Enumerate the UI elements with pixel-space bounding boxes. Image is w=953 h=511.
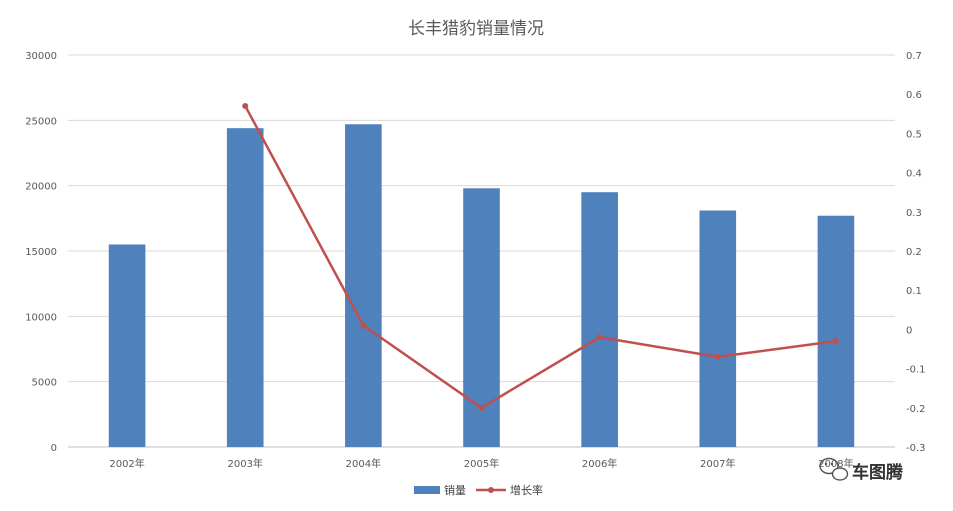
x-tick-label: 2008年 [818,457,853,470]
growth-point [596,334,603,341]
left-tick-label: 20000 [25,182,57,193]
right-tick-label: 0.4 [906,169,922,180]
x-tick-label: 2007年 [700,457,735,470]
growth-point [242,102,249,109]
legend-marker [488,487,494,493]
bar [108,244,146,447]
left-tick-label: 10000 [25,312,57,323]
x-tick-label: 2006年 [582,457,617,470]
legend-label-growth: 增长率 [510,483,543,497]
right-tick-label: 0.7 [906,51,922,62]
wechat-icon [819,457,849,481]
x-axis-ticks: 2002年 2003年 2004年 2005年 2006年 2007年 2008年 [109,457,853,470]
left-tick-label: 25000 [25,116,57,127]
chart-title: 长丰猎豹销量情况 [408,19,544,39]
right-axis-ticks: -0.3 -0.2 -0.1 0 0.1 0.2 0.3 0.4 0.5 0.6 0.7 [906,51,926,454]
growth-point [478,404,485,411]
line-series [242,102,839,411]
right-tick-label: 0 [906,325,912,336]
growth-line [244,105,837,410]
right-tick-label: 0.1 [906,286,922,297]
right-tick-label: -0.2 [906,404,926,415]
left-tick-label: 15000 [25,247,57,258]
right-tick-label: -0.3 [906,443,926,454]
right-tick-label: 0.6 [906,90,922,101]
x-tick-label: 2004年 [346,457,381,470]
left-tick-label: 5000 [32,378,57,389]
left-tick-label: 30000 [25,51,57,62]
left-tick-label: 0 [51,443,57,454]
legend-label-sales: 销量 [444,483,466,497]
bar [226,128,264,447]
left-axis-ticks: 0 5000 10000 15000 20000 25000 30000 [25,51,57,454]
growth-point [832,338,839,345]
x-tick-label: 2003年 [227,457,262,470]
bar [463,188,500,447]
right-tick-label: -0.1 [906,365,926,376]
right-tick-label: 0.5 [906,129,922,140]
bar [817,215,855,447]
growth-point [714,353,721,360]
legend-swatch-bar [414,486,440,494]
growth-point [360,322,367,329]
x-tick-label: 2002年 [109,457,144,470]
bar [345,124,382,448]
right-tick-label: 0.2 [906,247,922,258]
bar-series [108,124,855,448]
x-tick-label: 2005年 [464,457,499,470]
watermark-text: 车图腾 [852,462,904,483]
watermark: 车图腾 [819,457,904,483]
bar [581,192,618,447]
right-tick-label: 0.3 [906,208,922,219]
legend: 销量 增长率 [414,483,543,497]
bar [699,210,737,447]
